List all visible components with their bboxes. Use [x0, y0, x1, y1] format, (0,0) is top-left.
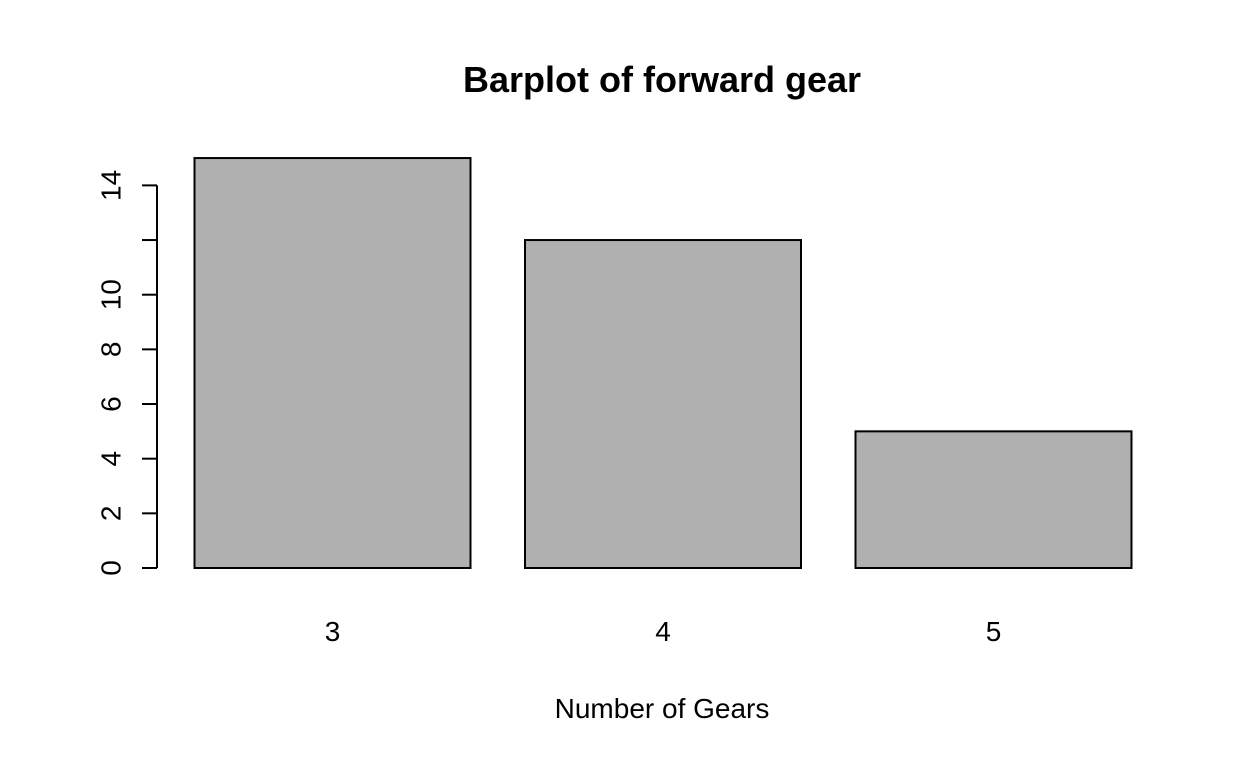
y-tick-label-0: 0: [96, 560, 127, 576]
bar-5: [854, 430, 1133, 569]
y-axis: 0 2 4 6 8 10 14: [96, 170, 158, 576]
bar-4: [524, 239, 802, 569]
bar-3: [193, 157, 472, 570]
x-axis-label: Number of Gears: [555, 693, 770, 724]
x-tick-label-3: 3: [325, 616, 341, 647]
x-tick-labels: 3 4 5: [325, 616, 1002, 647]
y-tick-label-14: 14: [96, 170, 127, 201]
y-tick-label-8: 8: [96, 342, 127, 358]
bars-group: [193, 157, 1133, 570]
y-tick-label-2: 2: [96, 506, 127, 522]
x-tick-label-4: 4: [655, 616, 671, 647]
y-tick-label-10: 10: [96, 279, 127, 310]
x-tick-label-5: 5: [986, 616, 1002, 647]
chart-title: Barplot of forward gear: [463, 59, 861, 100]
y-tick-label-6: 6: [96, 396, 127, 412]
y-tick-label-4: 4: [96, 451, 127, 467]
